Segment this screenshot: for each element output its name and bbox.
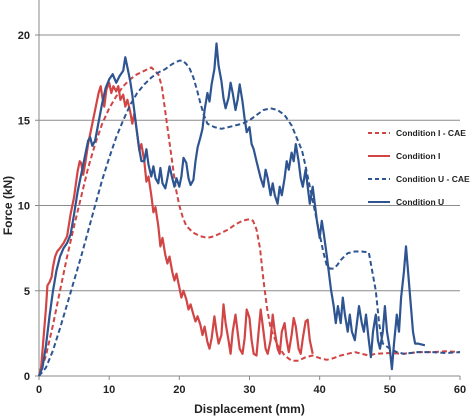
legend-label: Condition U - CAE bbox=[396, 174, 470, 184]
x-tick-label: 60 bbox=[454, 384, 466, 396]
y-tick-label: 5 bbox=[24, 286, 30, 298]
legend: Condition I - CAE Condition I Condition U … bbox=[368, 128, 470, 207]
x-tick-label: 40 bbox=[314, 384, 326, 396]
legend-label: Condition U bbox=[396, 197, 444, 207]
x-tick-label: 20 bbox=[173, 384, 185, 396]
gridlines bbox=[39, 34, 460, 292]
x-tick-labels: 0 10 20 30 40 50 60 bbox=[36, 376, 466, 396]
series-line-condition-i-cae bbox=[38, 66, 461, 377]
series-lines bbox=[37, 42, 461, 377]
y-tick-label: 20 bbox=[18, 30, 30, 42]
x-tick-label: 0 bbox=[36, 384, 42, 396]
y-tick-labels: 0 5 10 15 20 bbox=[18, 30, 39, 383]
x-tick-label: 50 bbox=[384, 384, 396, 396]
x-tick-label: 10 bbox=[103, 384, 115, 396]
series-line-condition-i bbox=[37, 81, 314, 377]
x-axis-title: Displacement (mm) bbox=[194, 402, 305, 416]
y-tick-label: 0 bbox=[24, 371, 30, 383]
x-tick-label: 30 bbox=[243, 384, 255, 396]
series-line-condition-u bbox=[37, 42, 426, 377]
legend-label: Condition I - CAE bbox=[396, 128, 466, 138]
y-tick-label: 15 bbox=[18, 115, 30, 127]
y-axis-title: Force (kN) bbox=[1, 176, 15, 235]
y-tick-label: 10 bbox=[18, 201, 30, 213]
legend-label: Condition I bbox=[396, 151, 440, 161]
series-line-condition-u-cae bbox=[38, 59, 461, 377]
